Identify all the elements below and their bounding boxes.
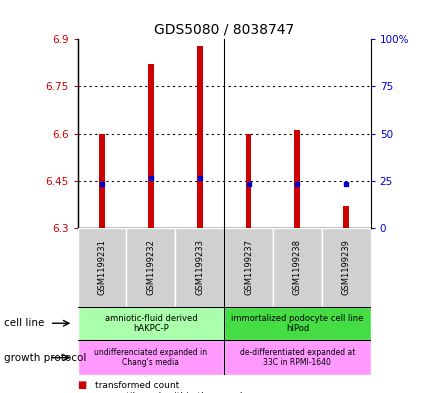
Bar — [272, 228, 321, 307]
Bar — [224, 307, 370, 340]
Text: ■: ■ — [77, 380, 86, 390]
Text: GSM1199237: GSM1199237 — [243, 239, 252, 295]
Text: GSM1199233: GSM1199233 — [195, 239, 204, 295]
Text: immortalized podocyte cell line
hIPod: immortalized podocyte cell line hIPod — [230, 314, 363, 333]
Bar — [321, 228, 370, 307]
Bar — [147, 64, 154, 228]
Bar — [77, 340, 224, 375]
Text: amniotic-fluid derived
hAKPC-P: amniotic-fluid derived hAKPC-P — [104, 314, 197, 333]
Text: GSM1199232: GSM1199232 — [146, 239, 155, 295]
Bar — [77, 228, 126, 307]
Bar — [343, 206, 348, 228]
Bar — [224, 340, 370, 375]
Bar — [245, 134, 251, 228]
Text: cell line: cell line — [4, 318, 45, 328]
Bar — [126, 228, 175, 307]
Text: ■: ■ — [77, 392, 86, 393]
Bar — [224, 228, 272, 307]
Title: GDS5080 / 8038747: GDS5080 / 8038747 — [154, 23, 294, 37]
Text: GSM1199238: GSM1199238 — [292, 239, 301, 295]
Text: de-differentiated expanded at
33C in RPMI-1640: de-differentiated expanded at 33C in RPM… — [239, 348, 354, 367]
Bar — [294, 130, 300, 228]
Bar — [99, 134, 104, 228]
Bar — [77, 307, 224, 340]
Text: GSM1199239: GSM1199239 — [341, 239, 350, 295]
Text: GSM1199231: GSM1199231 — [97, 239, 106, 295]
Text: undifferenciated expanded in
Chang's media: undifferenciated expanded in Chang's med… — [94, 348, 207, 367]
Bar — [175, 228, 224, 307]
Bar — [197, 46, 202, 228]
Text: transformed count: transformed count — [95, 381, 178, 389]
Text: growth protocol: growth protocol — [4, 353, 86, 363]
